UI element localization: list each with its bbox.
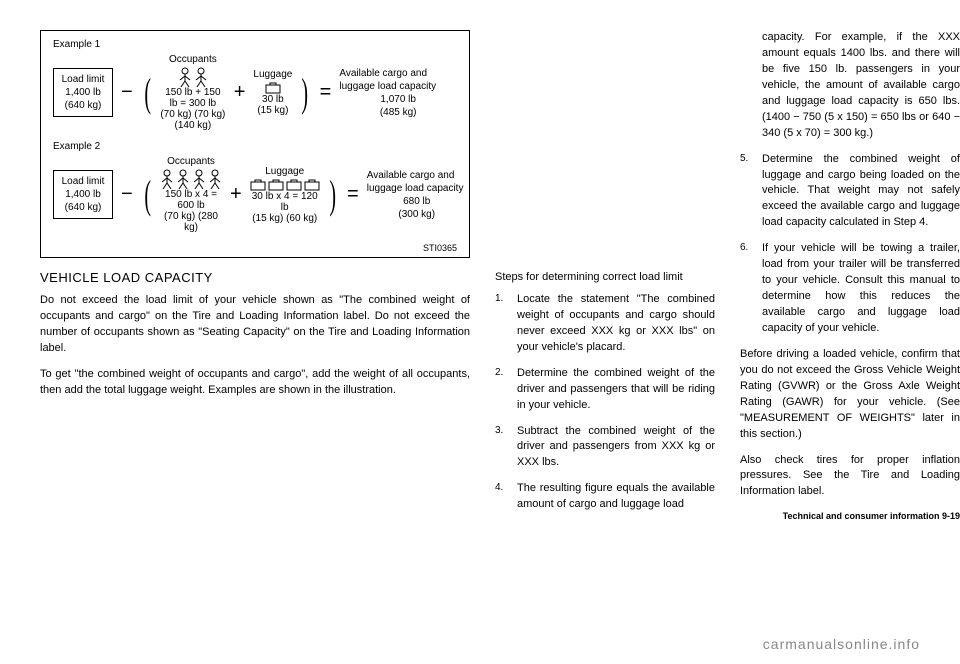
plus-icon: + [232,81,248,104]
luggage-icon [304,179,320,191]
middle-column: Steps for determining correct load limit… [495,30,715,523]
step-item: 1.Locate the statement "The combined wei… [495,292,715,356]
step-item: 4. The resulting figure equals the availa… [495,481,715,513]
result-group-1: Available cargo and luggage load capacit… [339,67,457,119]
person-icon [176,169,190,189]
occupants-label: Occupants [160,156,222,167]
step-text: If your vehicle will be towing a trailer… [762,241,960,337]
occ-weight-kg: (70 kg) (280 kg) [160,211,222,233]
example1-row: Load limit 1,400 lb (640 kg) − ( Occupan… [53,54,457,131]
stick-figures [160,67,226,87]
steps-list-cont: capacity. For example, if the XXX amount… [740,30,960,337]
plus-icon: + [228,183,244,206]
step-number: 3. [495,424,507,472]
steps-list: 1.Locate the statement "The combined wei… [495,292,715,513]
luggage-label: Luggage [250,166,320,177]
load-limit-text: Load limit [60,73,106,86]
right-column: capacity. For example, if the XXX amount… [740,30,960,523]
steps-heading: Steps for determining correct load limit [495,270,715,286]
minus-icon: − [119,81,135,104]
load-limit-lb: 1,400 lb [60,188,106,201]
paragraph-4: Also check tires for proper inflation pr… [740,453,960,501]
load-limit-lb: 1,400 lb [60,86,106,99]
lug-weight-line: 30 lb x 4 = 120 lb [250,191,320,213]
occupants-label: Occupants [160,54,226,65]
luggage-icon [268,179,284,191]
step-number: 4. [495,481,507,513]
left-column: Example 1 Load limit 1,400 lb (640 kg) −… [40,30,470,523]
result-kg: (300 kg) [367,208,467,221]
paragraph-3: Before driving a loaded vehicle, confirm… [740,347,960,443]
load-limit-box-1: Load limit 1,400 lb (640 kg) [53,68,113,117]
step-item: 5.Determine the combined weight of lugga… [740,152,960,232]
step-number: 1. [495,292,507,356]
page-footer: Technical and consumer information 9-19 [740,510,960,523]
luggage-icons [250,179,320,191]
step-number: 6. [740,241,752,337]
result-lb: 680 lb [367,195,467,208]
bracket-right-icon: ) [329,183,336,207]
load-limit-kg: (640 kg) [60,201,106,214]
luggage-icon [286,179,302,191]
step-item: 2.Determine the combined weight of the d… [495,366,715,414]
step-item: 6.If your vehicle will be towing a trail… [740,241,960,337]
luggage-group-2: Luggage 30 lb x 4 = 120 lb (15 kg) (60 k… [250,166,320,224]
equals-icon: = [345,183,361,206]
occupants-group-1: Occupants 150 lb + 150 lb = 300 lb (70 k… [160,54,226,131]
example1-label: Example 1 [53,39,457,50]
luggage-label: Luggage [253,69,292,80]
occupants-group-2: Occupants 150 lb x 4 = 600 lb (70 kg) (2… [160,156,222,233]
person-icon [208,169,222,189]
section-heading: VEHICLE LOAD CAPACITY [40,270,470,285]
example2-label: Example 2 [53,141,457,152]
bracket-left-icon: ( [144,183,151,207]
person-icon [192,169,206,189]
paragraph-2: To get "the combined weight of occupants… [40,367,470,399]
lug-weight-kg: (15 kg) (60 kg) [250,213,320,224]
luggage-icons [253,82,292,94]
occ-weight-line: 150 lb + 150 lb = 300 lb [160,87,226,109]
load-limit-text: Load limit [60,175,106,188]
step-text: The resulting figure equals the availabl… [517,481,715,513]
person-icon [160,169,174,189]
step-text: Subtract the combined weight of the driv… [517,424,715,472]
result-group-2: Available cargo and luggage load capacit… [367,169,467,221]
lug-weight-line: 30 lb [253,94,292,105]
step-text: capacity. For example, if the XXX amount… [762,30,960,142]
diagram-id: STI0365 [53,243,457,253]
stick-figures [160,169,222,189]
result-title: Available cargo and luggage load capacit… [339,67,457,93]
luggage-group-1: Luggage 30 lb (15 kg) [253,69,292,116]
step-number: 2. [495,366,507,414]
result-kg: (485 kg) [339,106,457,119]
person-icon [178,67,192,87]
page-container: Example 1 Load limit 1,400 lb (640 kg) −… [0,0,960,543]
load-limit-kg: (640 kg) [60,99,106,112]
step-item-cont: capacity. For example, if the XXX amount… [740,30,960,142]
person-icon [194,67,208,87]
occ-weight-kg: (70 kg) (70 kg) (140 kg) [160,109,226,131]
example2-row: Load limit 1,400 lb (640 kg) − ( Occupan… [53,156,457,233]
result-lb: 1,070 lb [339,93,457,106]
lug-weight-kg: (15 kg) [253,105,292,116]
bracket-left-icon: ( [144,81,151,105]
step-text: Determine the combined weight of luggage… [762,152,960,232]
bracket-right-icon: ) [302,81,309,105]
result-title: Available cargo and luggage load capacit… [367,169,467,195]
step-text: Locate the statement "The combined weigh… [517,292,715,356]
load-diagram: Example 1 Load limit 1,400 lb (640 kg) −… [40,30,470,258]
load-limit-box-2: Load limit 1,400 lb (640 kg) [53,170,113,219]
paragraph-1: Do not exceed the load limit of your veh… [40,293,470,357]
step-number: 5. [740,152,752,232]
step-item: 3.Subtract the combined weight of the dr… [495,424,715,472]
equals-icon: = [318,81,334,104]
watermark: carmanualsonline.info [763,636,920,652]
occ-weight-line: 150 lb x 4 = 600 lb [160,189,222,211]
luggage-icon [250,179,266,191]
luggage-icon [265,82,281,94]
step-text: Determine the combined weight of the dri… [517,366,715,414]
minus-icon: − [119,183,135,206]
step-number-blank [740,30,752,142]
